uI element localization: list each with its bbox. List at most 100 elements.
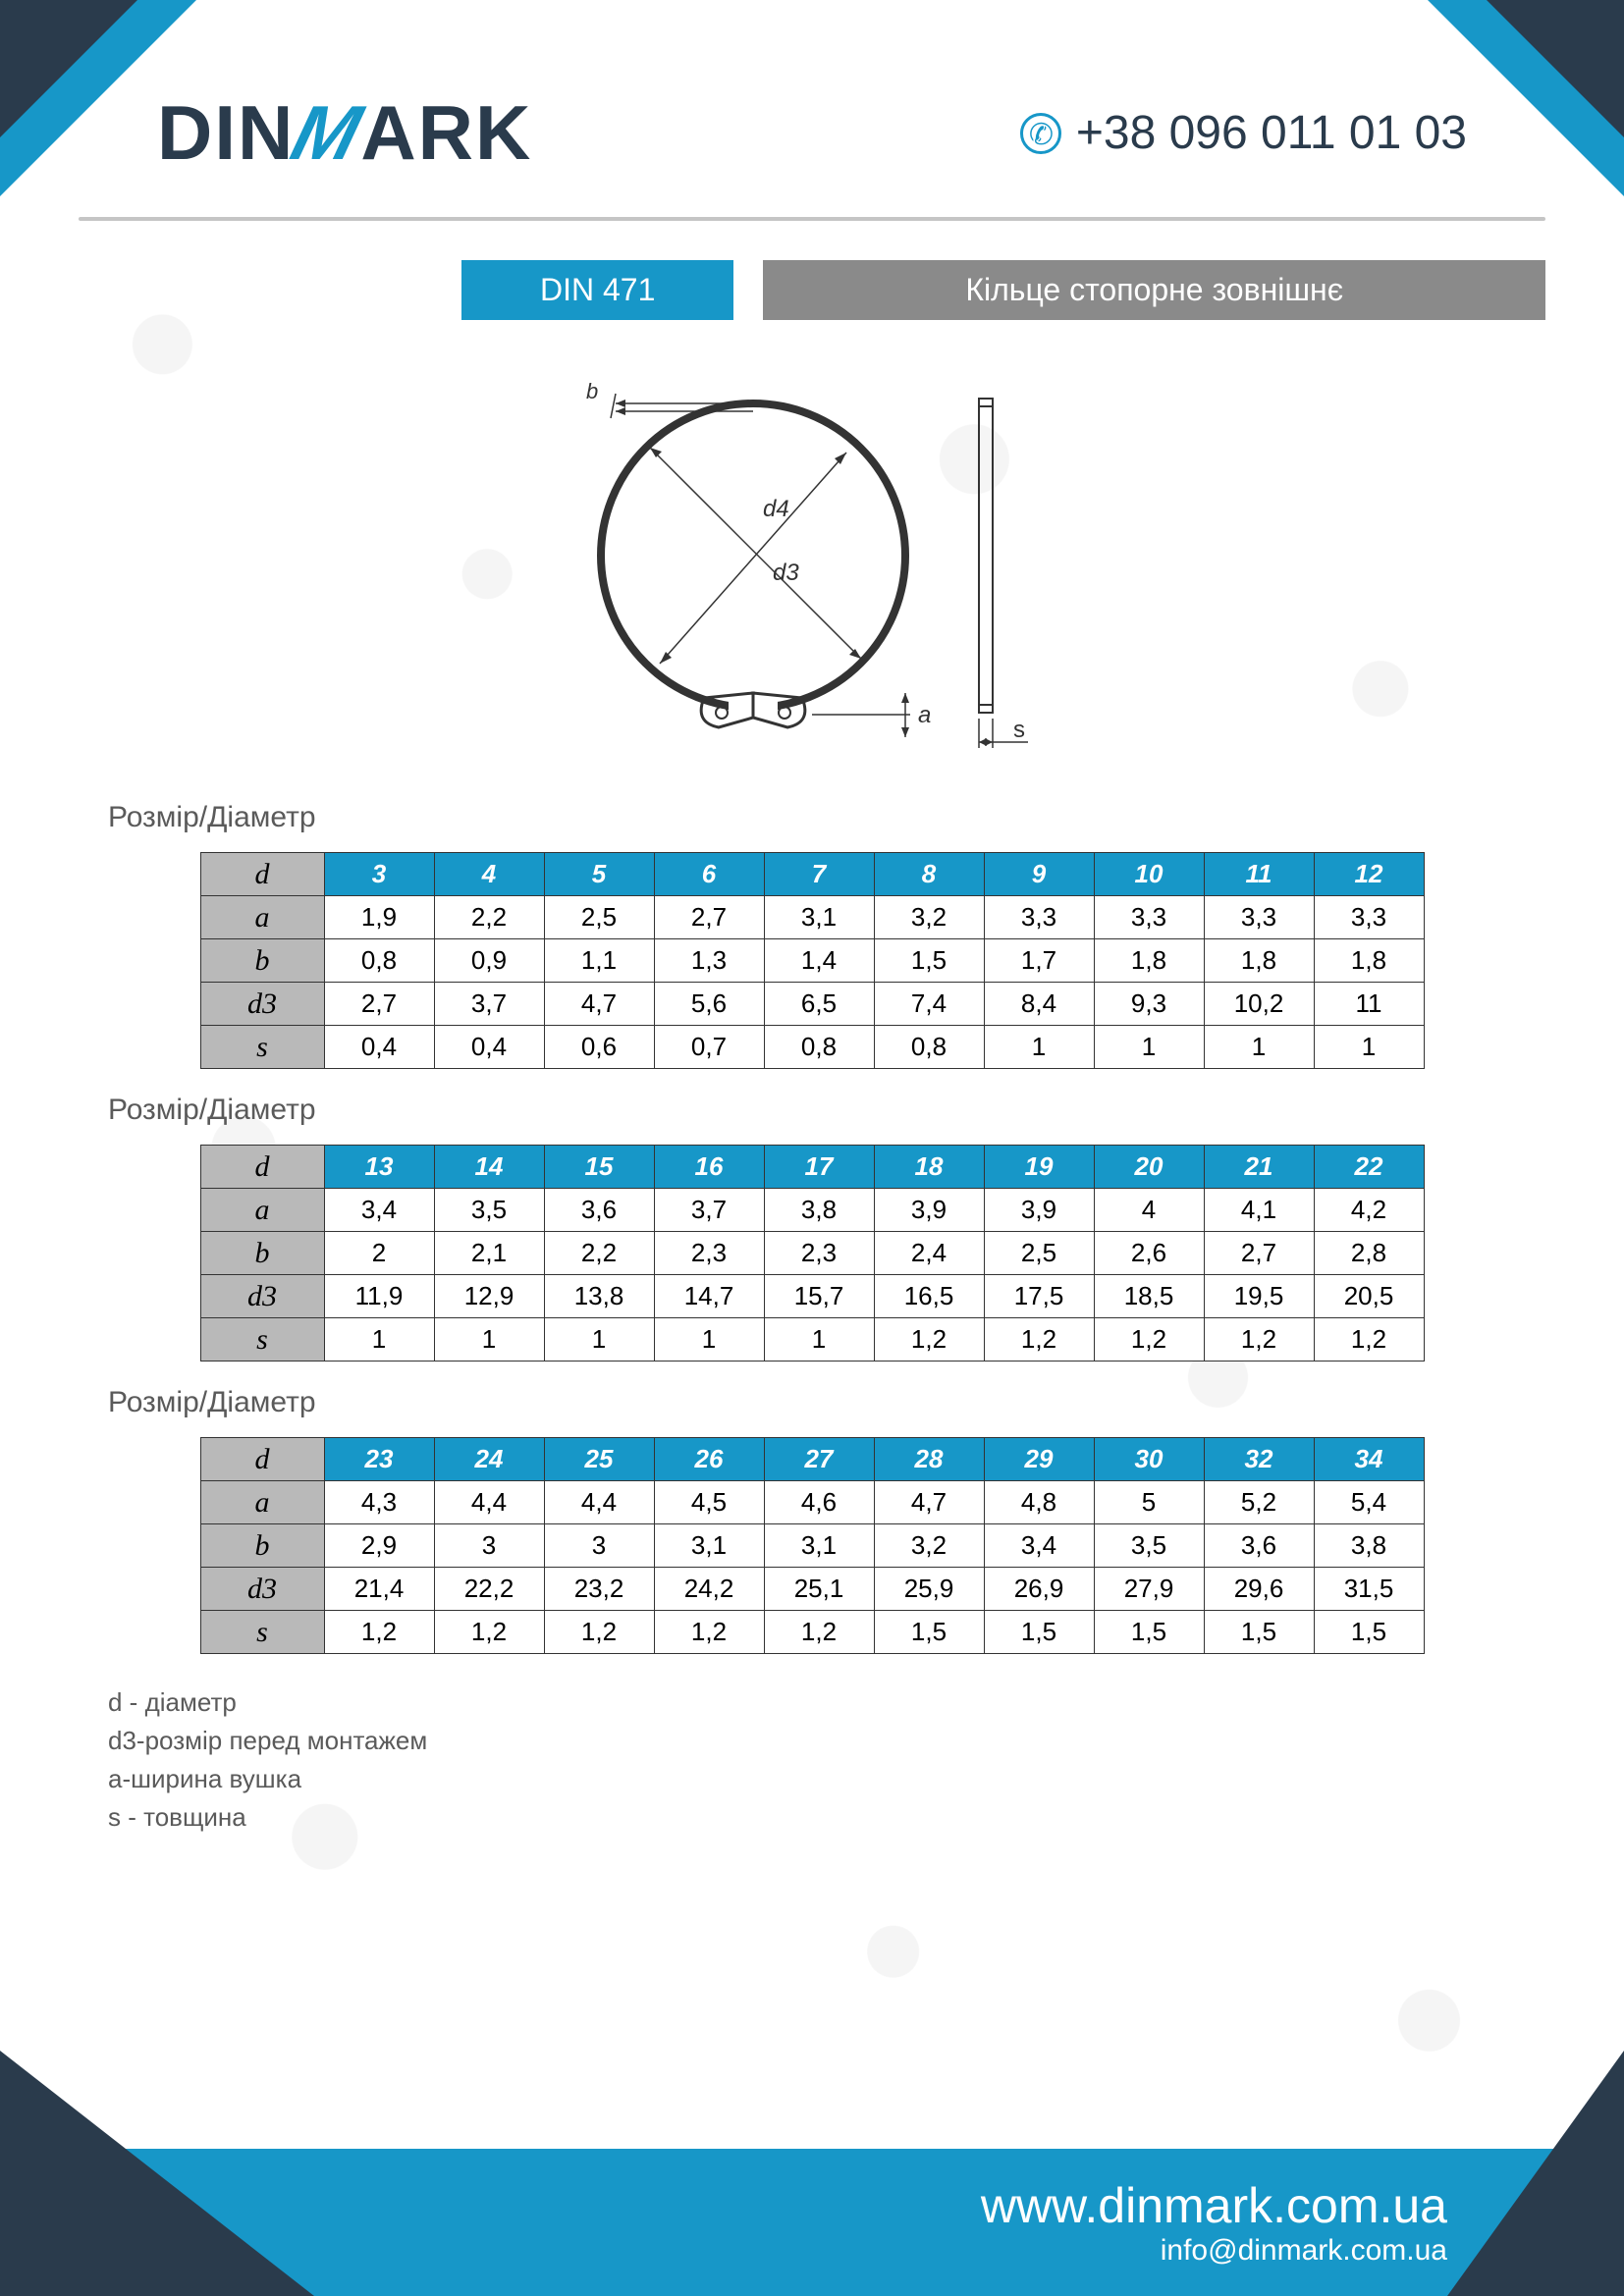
cell: 15,7: [764, 1275, 874, 1318]
cell: 3,3: [984, 896, 1094, 939]
cell: 11: [1314, 983, 1424, 1026]
column-header: 20: [1094, 1146, 1204, 1189]
cell: 4,7: [874, 1481, 984, 1524]
cell: 2,2: [544, 1232, 654, 1275]
cell: 1,1: [544, 939, 654, 983]
column-header: 3: [324, 853, 434, 896]
column-header: 26: [654, 1438, 764, 1481]
divider: [79, 217, 1545, 221]
phone-block: +38 096 011 01 03: [1020, 106, 1467, 160]
cell: 1,2: [654, 1611, 764, 1654]
cell: 27,9: [1094, 1568, 1204, 1611]
dimension-table: d3456789101112a1,92,22,52,73,13,23,33,33…: [200, 852, 1425, 1069]
legend-line: d3-розмір перед монтажем: [108, 1722, 1624, 1760]
cell: 5,6: [654, 983, 764, 1026]
cell: 23,2: [544, 1568, 654, 1611]
cell: 3,8: [764, 1189, 874, 1232]
spacer: [733, 260, 763, 320]
phone-icon: [1020, 113, 1061, 154]
cell: 3,3: [1314, 896, 1424, 939]
cell: 8,4: [984, 983, 1094, 1026]
corner-decoration: [1447, 2051, 1624, 2296]
cell: 2,1: [434, 1232, 544, 1275]
cell: 1,5: [984, 1611, 1094, 1654]
column-header: 19: [984, 1146, 1094, 1189]
cell: 1,2: [1094, 1318, 1204, 1362]
cell: 1: [654, 1318, 764, 1362]
cell: 3,9: [874, 1189, 984, 1232]
cell: 3,7: [654, 1189, 764, 1232]
cell: 11,9: [324, 1275, 434, 1318]
cell: 2,5: [984, 1232, 1094, 1275]
row-header-b: b: [200, 1232, 324, 1275]
cell: 1,9: [324, 896, 434, 939]
cell: 1,2: [1204, 1318, 1314, 1362]
cell: 10,2: [1204, 983, 1314, 1026]
cell: 5: [1094, 1481, 1204, 1524]
product-title: Кільце стопорне зовнішнє: [763, 260, 1545, 320]
column-header: 15: [544, 1146, 654, 1189]
cell: 4,8: [984, 1481, 1094, 1524]
cell: 2,5: [544, 896, 654, 939]
corner-decoration: [1487, 0, 1624, 137]
cell: 0,4: [434, 1026, 544, 1069]
phone-number: +38 096 011 01 03: [1076, 106, 1467, 160]
dimension-table: d13141516171819202122a3,43,53,63,73,83,9…: [200, 1145, 1425, 1362]
cell: 1,2: [1314, 1318, 1424, 1362]
row-header-d3: d3: [200, 983, 324, 1026]
column-header: 32: [1204, 1438, 1314, 1481]
column-header: 28: [874, 1438, 984, 1481]
row-header-d: d: [200, 1438, 324, 1481]
diagram-container: s d4 d3 b: [0, 349, 1624, 762]
cell: 21,4: [324, 1568, 434, 1611]
cell: 1: [984, 1026, 1094, 1069]
cell: 19,5: [1204, 1275, 1314, 1318]
cell: 2,3: [654, 1232, 764, 1275]
cell: 3,5: [434, 1189, 544, 1232]
cell: 3,3: [1204, 896, 1314, 939]
logo: DINMARK: [157, 88, 532, 178]
column-header: 9: [984, 853, 1094, 896]
cell: 3: [434, 1524, 544, 1568]
cell: 3,2: [874, 896, 984, 939]
cell: 2,9: [324, 1524, 434, 1568]
cell: 3,6: [1204, 1524, 1314, 1568]
cell: 1: [1204, 1026, 1314, 1069]
svg-text:b: b: [586, 379, 598, 403]
section-label: Розмір/Діаметр: [108, 1386, 1624, 1419]
cell: 1: [434, 1318, 544, 1362]
svg-text:d3: d3: [773, 560, 799, 586]
cell: 4,6: [764, 1481, 874, 1524]
column-header: 5: [544, 853, 654, 896]
cell: 2,7: [324, 983, 434, 1026]
cell: 2,6: [1094, 1232, 1204, 1275]
column-header: 22: [1314, 1146, 1424, 1189]
page-header: DINMARK +38 096 011 01 03: [0, 0, 1624, 217]
column-header: 18: [874, 1146, 984, 1189]
column-header: 21: [1204, 1146, 1314, 1189]
corner-decoration: [0, 2051, 314, 2296]
column-header: 34: [1314, 1438, 1424, 1481]
column-header: 7: [764, 853, 874, 896]
standard-code: DIN 471: [461, 260, 733, 320]
cell: 1,4: [764, 939, 874, 983]
logo-post: ARK: [360, 89, 532, 176]
legend-line: a-ширина вушка: [108, 1760, 1624, 1798]
cell: 7,4: [874, 983, 984, 1026]
row-header-s: s: [200, 1611, 324, 1654]
column-header: 30: [1094, 1438, 1204, 1481]
legend-line: s - товщина: [108, 1798, 1624, 1837]
cell: 1,2: [324, 1611, 434, 1654]
column-header: 14: [434, 1146, 544, 1189]
tables-section: Розмір/Діаметрd3456789101112a1,92,22,52,…: [0, 801, 1624, 1654]
cell: 0,7: [654, 1026, 764, 1069]
cell: 18,5: [1094, 1275, 1204, 1318]
row-header-s: s: [200, 1318, 324, 1362]
cell: 20,5: [1314, 1275, 1424, 1318]
cell: 3,9: [984, 1189, 1094, 1232]
cell: 5,4: [1314, 1481, 1424, 1524]
cell: 4: [1094, 1189, 1204, 1232]
cell: 2,8: [1314, 1232, 1424, 1275]
cell: 1,8: [1204, 939, 1314, 983]
cell: 14,7: [654, 1275, 764, 1318]
